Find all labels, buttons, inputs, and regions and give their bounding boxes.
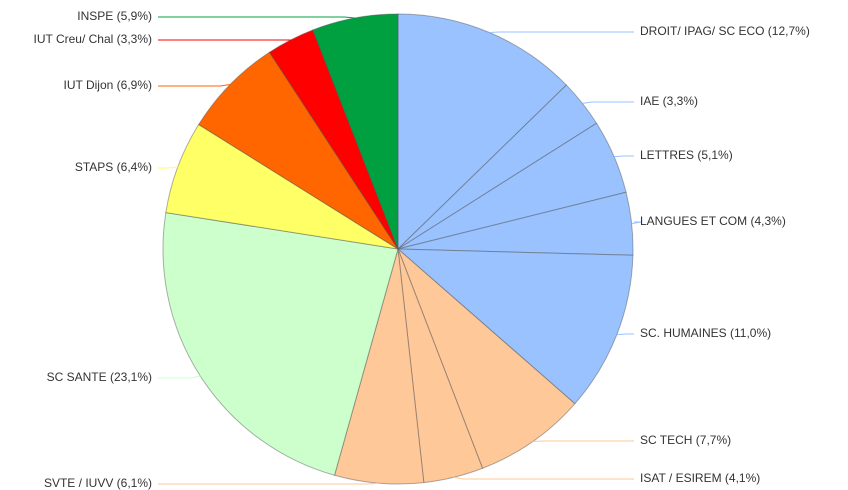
leader-line: [158, 16, 355, 19]
leader-line: [614, 155, 634, 158]
pie-slice: [397, 84, 598, 250]
pie-slice: [162, 211, 399, 476]
slice-label: SC. HUMAINES (11,0%): [640, 326, 771, 340]
slice-label: INSPE (5,9%): [77, 9, 152, 23]
slice-label: LANGUES ET COM (4,3%): [640, 214, 786, 228]
pie-slice: [197, 51, 399, 250]
slice-label: IAE (3,3%): [640, 94, 698, 108]
slice-label: IUT Creu/ Chal (3,3%): [34, 32, 152, 46]
leader-line: [158, 375, 201, 379]
pie-slice: [397, 248, 576, 469]
pie-slice: [165, 123, 399, 250]
pie-slice: [396, 248, 634, 405]
slice-labels: DROIT/ IPAG/ SC ECO (12,7%) IAE (3,3%) LET…: [34, 9, 810, 490]
pie-slices: [162, 13, 634, 485]
leader-line: [158, 166, 178, 169]
slice-label: ISAT / ESIREM (4,1%): [640, 471, 760, 485]
leader-line: [631, 221, 642, 225]
pie-slice: [397, 122, 627, 250]
pie-slice: [333, 248, 425, 485]
slice-label: SVTE / IUVV (6,1%): [44, 476, 152, 490]
leader-line: [158, 482, 379, 485]
slice-label: LETTRES (5,1%): [640, 148, 733, 162]
slice-label: SC TECH (7,7%): [640, 433, 731, 447]
leader-line: [616, 333, 634, 336]
slice-label: IUT Dijon (6,9%): [64, 78, 152, 92]
leader-line: [532, 440, 634, 443]
leader-line: [158, 84, 231, 87]
slice-label: SC SANTE (23,1%): [47, 370, 152, 384]
leader-line: [489, 31, 634, 33]
leader-line: [582, 101, 634, 104]
slice-label: DROIT/ IPAG/ SC ECO (12,7%): [640, 24, 810, 38]
pie-slice: [397, 191, 634, 256]
pie-slice: [397, 13, 568, 251]
pie-slice: [312, 13, 399, 250]
leader-line: [453, 476, 634, 480]
slice-label: STAPS (6,4%): [75, 160, 152, 174]
leader-lines: [158, 16, 642, 485]
